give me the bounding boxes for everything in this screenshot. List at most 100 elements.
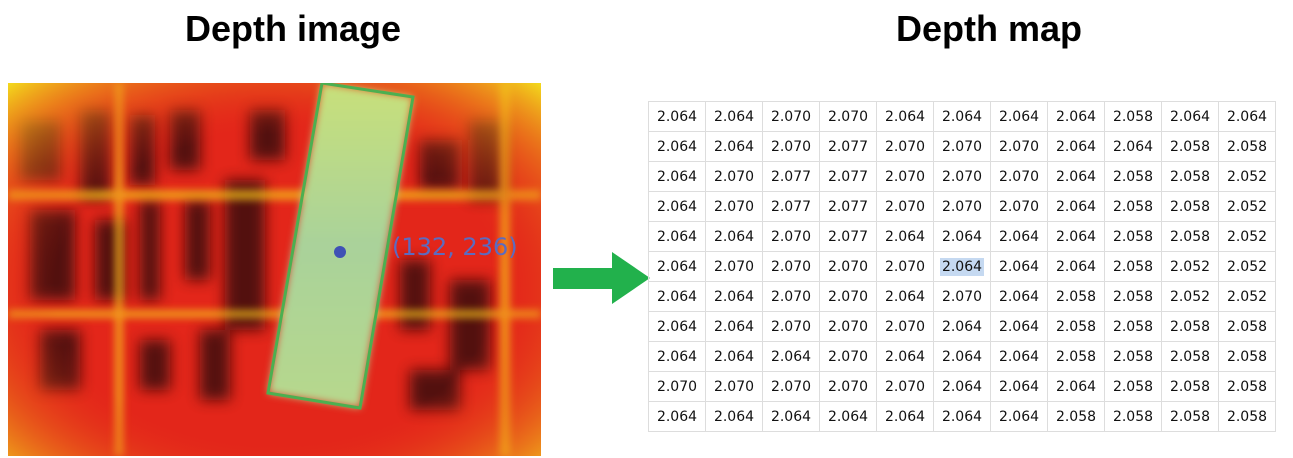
table-cell: 2.070 bbox=[820, 312, 877, 342]
table-cell: 2.064 bbox=[991, 402, 1048, 432]
table-cell: 2.064 bbox=[649, 192, 706, 222]
table-cell: 2.077 bbox=[820, 162, 877, 192]
table-cell: 2.064 bbox=[934, 252, 991, 282]
table-cell: 2.064 bbox=[991, 312, 1048, 342]
table-cell: 2.077 bbox=[820, 132, 877, 162]
table-cell: 2.064 bbox=[1048, 222, 1105, 252]
table-cell: 2.064 bbox=[706, 402, 763, 432]
table-cell: 2.058 bbox=[1105, 102, 1162, 132]
table-cell: 2.064 bbox=[706, 132, 763, 162]
table-cell: 2.064 bbox=[1048, 252, 1105, 282]
table-cell: 2.064 bbox=[649, 102, 706, 132]
table-cell: 2.070 bbox=[820, 342, 877, 372]
table-cell: 2.064 bbox=[877, 282, 934, 312]
table-cell: 2.058 bbox=[1219, 132, 1276, 162]
table-cell: 2.058 bbox=[1048, 402, 1105, 432]
arrow bbox=[553, 252, 650, 304]
table-cell: 2.070 bbox=[877, 192, 934, 222]
table-cell: 2.070 bbox=[763, 282, 820, 312]
table-cell: 2.064 bbox=[1048, 192, 1105, 222]
table-cell: 2.070 bbox=[649, 372, 706, 402]
table-cell: 2.058 bbox=[1162, 402, 1219, 432]
table-cell: 2.077 bbox=[763, 162, 820, 192]
table-cell: 2.058 bbox=[1105, 282, 1162, 312]
table-cell: 2.052 bbox=[1219, 162, 1276, 192]
table-cell: 2.070 bbox=[820, 102, 877, 132]
table-cell: 2.070 bbox=[877, 252, 934, 282]
table-cell: 2.064 bbox=[934, 222, 991, 252]
table-cell: 2.070 bbox=[820, 372, 877, 402]
table-cell: 2.064 bbox=[706, 102, 763, 132]
table-cell: 2.064 bbox=[706, 222, 763, 252]
table-cell: 2.058 bbox=[1048, 282, 1105, 312]
table-row: 2.0642.0642.0702.0772.0642.0642.0642.064… bbox=[649, 222, 1276, 252]
table-cell: 2.064 bbox=[877, 342, 934, 372]
table-cell: 2.058 bbox=[1162, 162, 1219, 192]
table-cell: 2.064 bbox=[649, 312, 706, 342]
table-cell: 2.058 bbox=[1219, 342, 1276, 372]
point-label: (132, 236) bbox=[392, 233, 518, 261]
table-cell: 2.070 bbox=[763, 132, 820, 162]
table-cell: 2.058 bbox=[1105, 162, 1162, 192]
table-cell: 2.064 bbox=[649, 222, 706, 252]
table-cell: 2.077 bbox=[820, 222, 877, 252]
table-cell: 2.058 bbox=[1219, 312, 1276, 342]
table-cell: 2.064 bbox=[706, 312, 763, 342]
table-cell: 2.064 bbox=[934, 372, 991, 402]
table-cell: 2.064 bbox=[649, 162, 706, 192]
table-cell: 2.064 bbox=[649, 282, 706, 312]
table-cell: 2.064 bbox=[1048, 102, 1105, 132]
table-cell: 2.058 bbox=[1162, 192, 1219, 222]
table-cell: 2.064 bbox=[649, 402, 706, 432]
table-cell: 2.070 bbox=[763, 252, 820, 282]
table-cell: 2.070 bbox=[991, 162, 1048, 192]
table-cell: 2.070 bbox=[877, 372, 934, 402]
highlighted-value: 2.064 bbox=[940, 258, 984, 276]
table-cell: 2.064 bbox=[1048, 132, 1105, 162]
table-cell: 2.058 bbox=[1162, 222, 1219, 252]
table-cell: 2.070 bbox=[877, 162, 934, 192]
table-cell: 2.064 bbox=[1048, 372, 1105, 402]
table-cell: 2.064 bbox=[934, 342, 991, 372]
table-cell: 2.058 bbox=[1105, 372, 1162, 402]
table-cell: 2.070 bbox=[934, 162, 991, 192]
table-cell: 2.064 bbox=[877, 222, 934, 252]
table-cell: 2.058 bbox=[1105, 192, 1162, 222]
table-cell: 2.070 bbox=[991, 192, 1048, 222]
table-cell: 2.064 bbox=[934, 402, 991, 432]
table-cell: 2.070 bbox=[934, 132, 991, 162]
table-cell: 2.064 bbox=[991, 282, 1048, 312]
table-row: 2.0642.0642.0702.0702.0702.0642.0642.058… bbox=[649, 312, 1276, 342]
table-cell: 2.058 bbox=[1162, 312, 1219, 342]
table-cell: 2.058 bbox=[1219, 372, 1276, 402]
table-cell: 2.052 bbox=[1219, 192, 1276, 222]
table-cell: 2.052 bbox=[1219, 252, 1276, 282]
table-cell: 2.070 bbox=[763, 102, 820, 132]
depth-image bbox=[8, 83, 541, 456]
table-cell: 2.070 bbox=[934, 282, 991, 312]
table-cell: 2.070 bbox=[820, 252, 877, 282]
table-cell: 2.064 bbox=[649, 132, 706, 162]
table-cell: 2.064 bbox=[820, 402, 877, 432]
table-cell: 2.064 bbox=[991, 252, 1048, 282]
table-cell: 2.058 bbox=[1162, 372, 1219, 402]
table-cell: 2.070 bbox=[706, 162, 763, 192]
table-cell: 2.064 bbox=[1162, 102, 1219, 132]
table-cell: 2.058 bbox=[1105, 252, 1162, 282]
table-cell: 2.064 bbox=[706, 282, 763, 312]
table-cell: 2.058 bbox=[1105, 312, 1162, 342]
table-cell: 2.064 bbox=[1105, 132, 1162, 162]
table-cell: 2.064 bbox=[1219, 102, 1276, 132]
table-cell: 2.058 bbox=[1105, 402, 1162, 432]
table-cell: 2.064 bbox=[763, 342, 820, 372]
table-cell: 2.064 bbox=[991, 102, 1048, 132]
table-cell: 2.058 bbox=[1162, 342, 1219, 372]
table-cell: 2.064 bbox=[934, 312, 991, 342]
table-cell: 2.064 bbox=[706, 342, 763, 372]
table-cell: 2.070 bbox=[877, 132, 934, 162]
